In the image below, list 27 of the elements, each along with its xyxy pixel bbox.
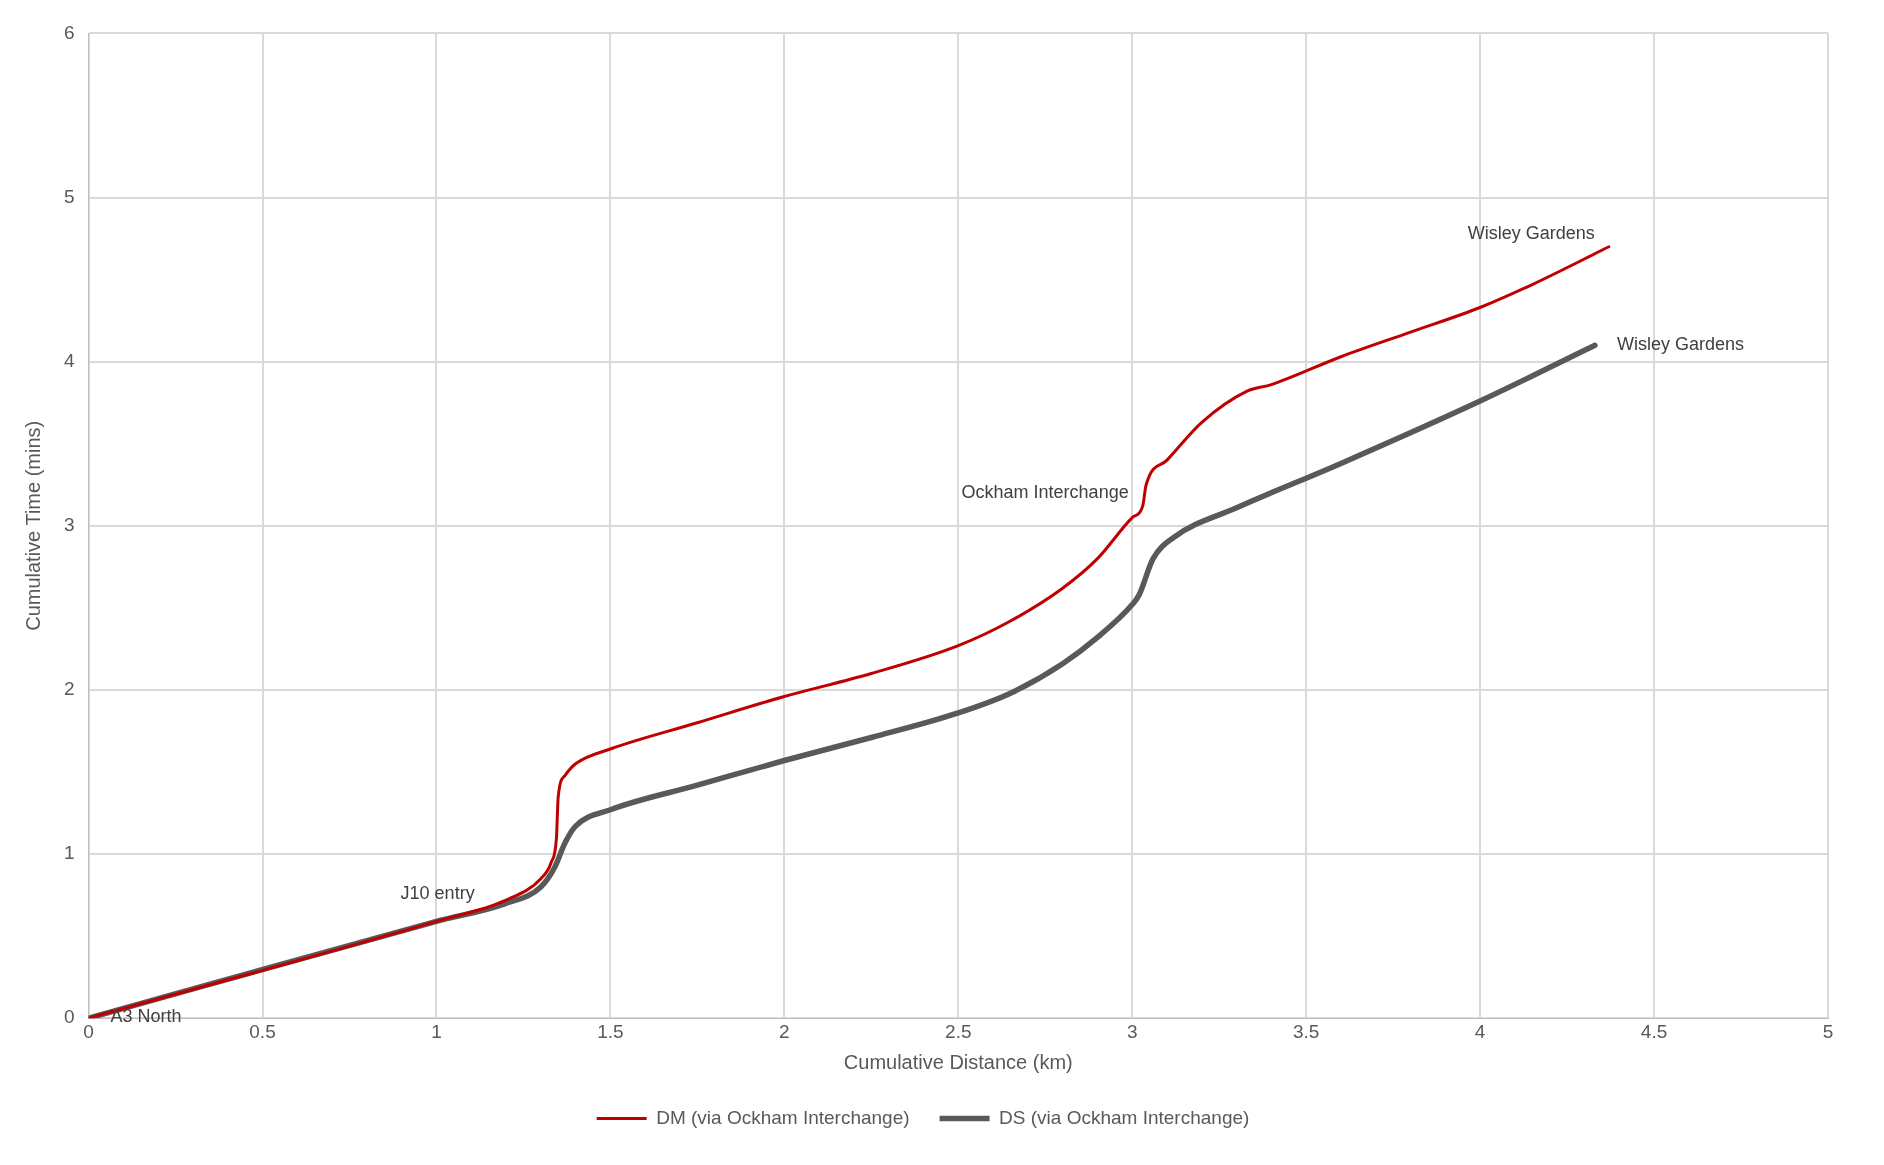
legend-label: DM (via Ockham Interchange) <box>656 1106 910 1128</box>
y-tick-label: 5 <box>63 185 75 207</box>
y-tick-label: 0 <box>63 1006 75 1028</box>
x-tick-label: 2 <box>779 1020 790 1042</box>
x-tick-label: 3.5 <box>1292 1020 1320 1042</box>
x-tick-label: 4.5 <box>1640 1020 1668 1042</box>
y-tick-label: 4 <box>63 349 75 371</box>
y-tick-label: 6 <box>63 21 75 43</box>
x-tick-label: 0 <box>83 1020 94 1042</box>
annotation: Wisley Gardens <box>1467 222 1595 243</box>
annotation: A3 North <box>110 1006 182 1027</box>
legend-label: DS (via Ockham Interchange) <box>999 1106 1250 1128</box>
x-tick-label: 4 <box>1474 1020 1486 1042</box>
x-tick-label: 2.5 <box>945 1020 972 1042</box>
x-tick-label: 0.5 <box>249 1020 276 1042</box>
y-tick-label: 2 <box>63 678 75 700</box>
annotation: Ockham Interchange <box>961 482 1129 503</box>
y-tick-label: 1 <box>63 842 75 864</box>
x-tick-label: 1 <box>431 1020 442 1042</box>
x-tick-label: 1.5 <box>597 1020 624 1042</box>
y-axis-title: Cumulative Time (mins) <box>21 420 44 631</box>
x-axis-title: Cumulative Distance (km) <box>843 1050 1073 1073</box>
x-tick-label: 3 <box>1126 1020 1138 1042</box>
annotation: Wisley Gardens <box>1616 334 1744 355</box>
annotation: J10 entry <box>400 882 475 903</box>
x-tick-label: 5 <box>1822 1020 1834 1042</box>
y-tick-label: 3 <box>63 514 75 536</box>
